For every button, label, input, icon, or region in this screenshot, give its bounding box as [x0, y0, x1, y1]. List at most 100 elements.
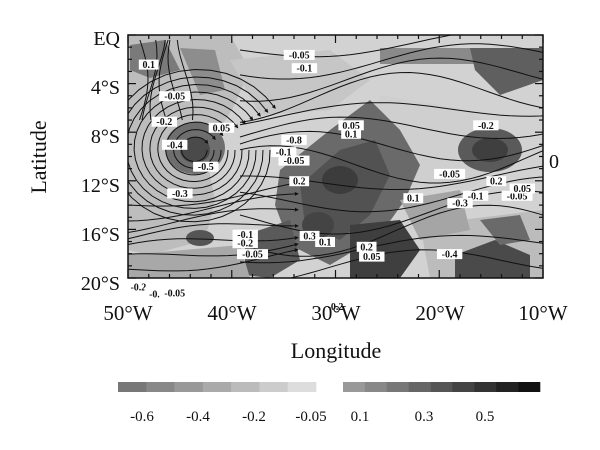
- contour-label: 0.1: [143, 60, 156, 71]
- lon-tick-label: 40°W: [207, 301, 256, 325]
- contour-label: 0.2: [360, 242, 373, 253]
- streamline: [128, 181, 299, 207]
- contour-label: -0.2: [328, 302, 344, 313]
- y-axis-title: Latitude: [26, 120, 51, 193]
- contour-label: 0.05: [363, 252, 381, 263]
- contour-label: 0.2: [293, 177, 306, 188]
- streamline: [239, 176, 543, 213]
- contour-label-box: [125, 281, 152, 292]
- contour-label: -0.8: [286, 135, 302, 146]
- contour-label: -0.05: [507, 191, 528, 202]
- contour-label: -0.1: [237, 230, 253, 241]
- colorbar-label: -0.05: [295, 409, 326, 425]
- contour-label: 0.2: [490, 177, 503, 188]
- contour-label-box: [509, 183, 535, 194]
- colorbar-label: 0.5: [476, 409, 495, 425]
- contour-label-box: [162, 139, 188, 150]
- contour-label-box: [278, 155, 310, 166]
- streamline: [128, 242, 299, 257]
- contour-label: -0.1: [276, 148, 292, 159]
- contour-label-box: [403, 193, 424, 204]
- streamline: [149, 106, 239, 189]
- axis-ticks: [127, 34, 544, 279]
- lat-tick-label: 20°S: [81, 273, 120, 295]
- contour-label-box: [434, 168, 466, 179]
- shaded-field: [128, 35, 543, 278]
- contour-label: -0.1: [468, 191, 484, 202]
- contour-label-box: [159, 288, 191, 298]
- streamline: [141, 98, 246, 196]
- lat-tick-label: 16°S: [81, 224, 120, 246]
- contour-label-box: [281, 134, 307, 145]
- colorbar-swatch: [231, 382, 260, 392]
- colorbar-swatch: [364, 382, 388, 392]
- contour-label: 0.1: [407, 194, 420, 205]
- contour-label: -0.1: [296, 64, 312, 75]
- contour-label-box: [501, 190, 533, 201]
- streamline: [128, 83, 261, 209]
- streamline: [239, 43, 543, 80]
- streamline: [128, 191, 299, 222]
- colorbar-label: -0.4: [186, 409, 210, 425]
- colorbar-label: -0.2: [242, 409, 266, 425]
- contour-label-box: [359, 251, 385, 262]
- colorbar-label: -0.6: [130, 409, 154, 425]
- lon-tick-label: 50°W: [103, 301, 152, 325]
- contour-label-box: [356, 241, 377, 252]
- streamline: [239, 116, 543, 140]
- contour-label: -0.4: [442, 250, 458, 261]
- contour-label-box: [151, 116, 177, 127]
- colorbar-label: 0.3: [415, 409, 434, 425]
- contour-labels: 0.1-0.05-0.20.05-0.4-0.5-0.3-0.05-0.1-0.…: [125, 49, 535, 313]
- contour-label-box: [167, 188, 193, 199]
- contour-label: -0.05: [164, 92, 185, 103]
- contour-label-box: [341, 128, 361, 139]
- colorbar-swatch: [386, 382, 409, 392]
- contour-label-box: [291, 63, 318, 74]
- streamline: [239, 130, 543, 162]
- colorbar-swatch: [496, 382, 519, 392]
- contour-label: -0.4: [167, 140, 183, 151]
- colorbar-swatch: [408, 382, 431, 392]
- streamline: [239, 204, 543, 257]
- streamline: [239, 57, 543, 102]
- colorbar-positive: [343, 382, 541, 392]
- contour-label: 0.05: [342, 121, 360, 132]
- contour-label-box: [138, 59, 159, 70]
- streamline: [128, 235, 299, 245]
- colorbar-swatch: [343, 382, 366, 392]
- contour-label: -0.3: [452, 199, 468, 210]
- lat-tick-label: EQ: [93, 28, 120, 50]
- streamline: [139, 39, 149, 121]
- contour-label-box: [447, 198, 473, 209]
- latitude-tick-labels: EQ 4°S 8°S 12°S 16°S 20°S: [81, 28, 121, 295]
- lat-tick-label: 8°S: [91, 126, 120, 148]
- x-axis-title: Longitude: [291, 338, 381, 363]
- lon-tick-label: 30°W: [311, 301, 360, 325]
- colorbar-label: 0.1: [351, 409, 370, 425]
- lat-tick-label: 4°S: [91, 77, 120, 99]
- streamline: [133, 91, 254, 203]
- contour-label: -0.2: [237, 239, 253, 250]
- colorbar-swatch: [287, 382, 317, 392]
- contour-label: 0.3: [303, 231, 316, 242]
- contour-label-box: [283, 49, 315, 60]
- contour-label-box: [322, 301, 349, 312]
- contour-label-box: [237, 249, 268, 260]
- longitude-tick-labels: 50°W 40°W 30°W 20°W 10°W: [103, 301, 567, 325]
- colorbar-swatch: [118, 382, 147, 392]
- contour-label-box: [473, 120, 499, 131]
- lat-tick-label: 12°S: [81, 175, 120, 197]
- contour-label: -0.05: [164, 289, 185, 300]
- colorbar-swatch: [259, 382, 288, 392]
- contour-label-box: [289, 176, 310, 187]
- contour-label: 0.05: [213, 123, 231, 134]
- contour-label: -0.05: [289, 50, 310, 61]
- contour-label: -0.1: [149, 290, 165, 301]
- contour-label-box: [232, 238, 258, 249]
- contour-label: -0.3: [172, 189, 188, 200]
- streamline: [149, 39, 166, 121]
- contour-label: -0.05: [284, 156, 305, 167]
- lon-tick-label: 20°W: [415, 301, 464, 325]
